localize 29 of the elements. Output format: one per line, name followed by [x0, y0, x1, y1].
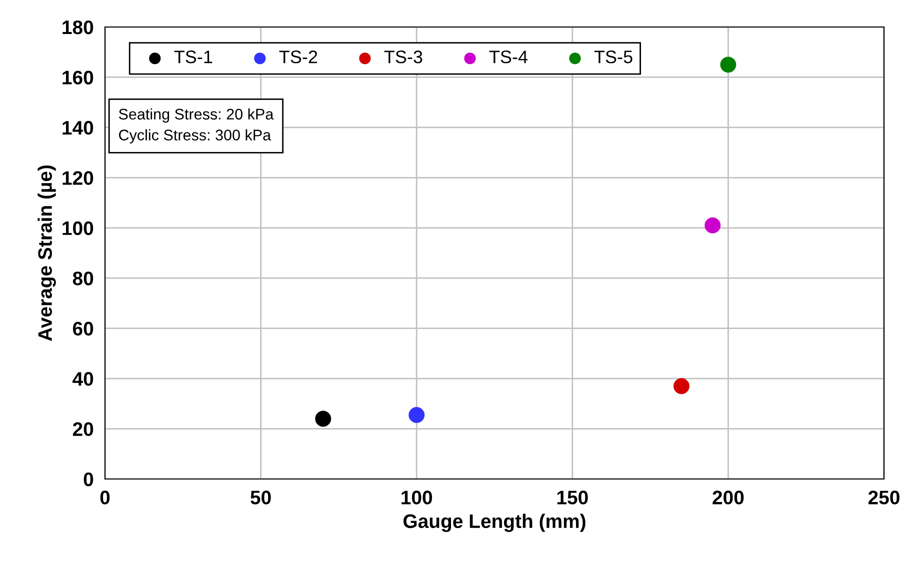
x-tick-label: 0: [100, 490, 110, 504]
legend-label: TS-3: [384, 50, 422, 64]
x-tick-label: 250: [868, 490, 900, 504]
y-tick-label: 120: [62, 171, 94, 185]
point: [704, 217, 721, 234]
legend-label: TS-2: [279, 50, 318, 64]
x-tick-label: 150: [557, 490, 588, 504]
annotation: Seating Stress: 20 kPa Cyclic Stress: 300 kPa: [118, 108, 274, 144]
y-tick-label: 100: [62, 221, 94, 236]
point: [315, 410, 332, 427]
y-tick-label: 80: [72, 272, 94, 286]
y-tick-label: 140: [62, 120, 94, 135]
x-axis-title: Gauge Length (mm): [403, 514, 586, 532]
y-tick-label: 180: [62, 20, 94, 34]
point: [673, 378, 690, 394]
point: [408, 406, 425, 423]
legend-label: TS-5: [594, 50, 632, 64]
x-tick-label: 100: [402, 490, 432, 504]
x-tick-label: 200: [712, 490, 744, 504]
y-axis-title: Average Strain (µe): [38, 166, 56, 341]
y-tick-label: 20: [72, 422, 94, 436]
x-tick-label: 50: [250, 490, 271, 504]
y-tick-label: 60: [72, 322, 94, 336]
y-tick-label: 160: [62, 70, 94, 84]
point: [720, 56, 736, 73]
legend-label: TS-4: [489, 50, 528, 64]
y-tick-label: 40: [72, 372, 94, 386]
y-tick-label: 0: [84, 472, 94, 486]
legend-label: TS-1: [174, 50, 212, 64]
